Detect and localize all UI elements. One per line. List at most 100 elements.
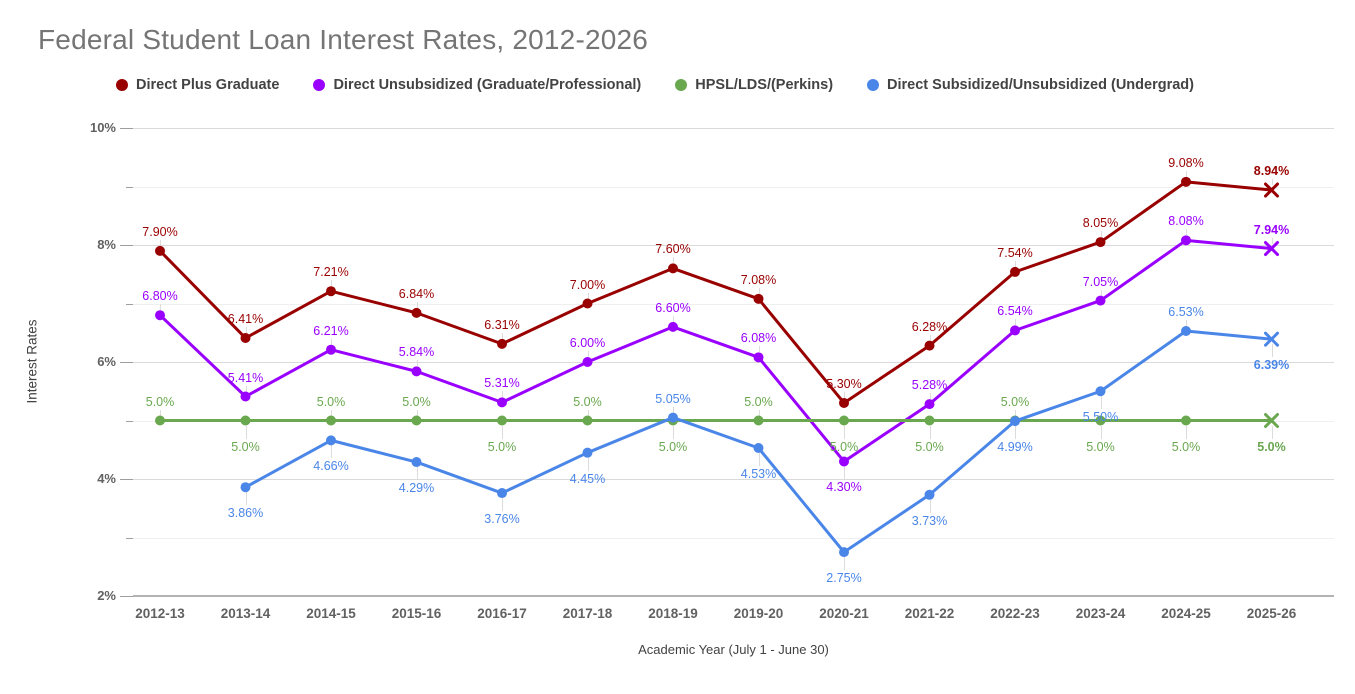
data-point-1 (1095, 295, 1106, 306)
label-stem (331, 338, 332, 345)
label-stem (245, 492, 247, 506)
data-point-3 (668, 412, 678, 423)
legend-dot-icon (867, 79, 880, 91)
x-marker-0 (1264, 182, 1279, 198)
data-label: 8.08% (1168, 214, 1204, 229)
label-stem (416, 301, 418, 308)
y-tick-label: 8% (97, 237, 116, 252)
label-stem (1100, 231, 1102, 238)
y-tick-mark (120, 479, 133, 480)
legend-dot-icon (116, 79, 129, 91)
data-point-0 (240, 333, 251, 344)
data-point-1 (497, 397, 507, 408)
series-line-0 (158, 180, 1272, 405)
label-stem (331, 409, 332, 416)
label-stem (245, 425, 247, 439)
data-label: 6.41% (227, 312, 264, 326)
label-stem (502, 425, 503, 439)
data-point-3 (924, 489, 935, 500)
data-point-2 (326, 415, 336, 426)
data-point-3 (326, 435, 336, 446)
label-stem (502, 391, 503, 398)
data-point-3 (582, 447, 593, 458)
data-label: 6.31% (484, 317, 520, 332)
x-tick-label: 2021-22 (904, 606, 955, 621)
x-marker-1 (1264, 241, 1279, 257)
label-stem (673, 406, 674, 413)
label-stem (587, 292, 589, 299)
data-point-0 (155, 245, 165, 256)
data-point-0 (326, 286, 336, 297)
label-stem (1015, 426, 1016, 440)
legend-item-2[interactable]: HPSL/LDS/(Perkins) (675, 77, 833, 93)
y-minor-tick-mark (126, 420, 133, 422)
x-tick-label: 2025-26 (1246, 606, 1297, 621)
label-stem (1271, 237, 1273, 244)
label-stem (416, 467, 418, 481)
data-label: 7.05% (1082, 274, 1119, 289)
legend-label: Direct Unsubsidized (Graduate/Profession… (333, 77, 642, 93)
data-label: 5.41% (227, 370, 264, 385)
data-point-2 (924, 415, 935, 426)
x-tick-label: 2015-16 (391, 606, 442, 621)
x-tick-label: 2020-21 (819, 606, 869, 621)
data-label: 7.21% (313, 265, 349, 280)
label-stem (844, 557, 845, 571)
legend-item-0[interactable]: Direct Plus Graduate (116, 77, 279, 93)
data-label: 7.00% (569, 277, 606, 292)
x-marker-2 (1264, 413, 1279, 428)
data-point-0 (668, 263, 678, 274)
data-label: 5.30% (826, 376, 862, 391)
data-label: 6.21% (313, 323, 349, 338)
label-stem (758, 287, 760, 294)
label-stem (160, 409, 161, 416)
y-tick-mark (120, 362, 133, 363)
label-stem (331, 445, 332, 459)
data-point-0 (1181, 176, 1191, 187)
label-stem (1100, 425, 1102, 439)
label-stem (1100, 289, 1102, 296)
y-tick-mark (120, 245, 133, 246)
data-point-1 (753, 352, 764, 363)
label-stem (844, 466, 845, 480)
label-stem (1186, 229, 1187, 236)
data-label: 5.0% (1257, 439, 1286, 454)
data-label: 4.30% (826, 480, 862, 495)
data-label: 7.90% (142, 224, 178, 239)
data-label: 7.94% (1253, 222, 1290, 237)
label-stem (929, 334, 931, 341)
data-label: 3.86% (227, 506, 264, 521)
data-label: 6.60% (655, 300, 691, 315)
data-point-2 (582, 415, 593, 426)
data-point-0 (497, 338, 507, 349)
data-point-1 (326, 344, 336, 355)
legend-label: Direct Subsidized/Unsubsidized (Undergra… (887, 77, 1194, 93)
data-label: 5.0% (316, 394, 346, 409)
legend-item-1[interactable]: Direct Unsubsidized (Graduate/Profession… (313, 77, 641, 93)
data-point-3 (1181, 325, 1191, 336)
data-label: 9.08% (1168, 155, 1204, 170)
x-tick-label: 2013-14 (220, 606, 271, 621)
data-label: 6.54% (997, 304, 1033, 319)
y-tick-label: 10% (89, 120, 116, 135)
y-tick-label: 6% (97, 354, 116, 369)
data-label: 5.0% (658, 439, 688, 454)
data-point-2 (240, 415, 251, 426)
data-point-3 (753, 442, 764, 453)
y-tick-mark (120, 128, 133, 129)
label-stem (673, 257, 674, 264)
data-point-3 (240, 482, 251, 493)
label-stem (758, 409, 760, 416)
label-stem (758, 346, 760, 353)
data-label: 5.0% (487, 439, 517, 454)
data-label: 8.94% (1253, 164, 1290, 178)
label-stem (1271, 425, 1273, 439)
label-stem (673, 425, 674, 439)
label-stem (1015, 319, 1016, 326)
data-label: 6.28% (911, 319, 948, 334)
data-label: 5.31% (484, 376, 520, 391)
legend-item-3[interactable]: Direct Subsidized/Unsubsidized (Undergra… (867, 77, 1194, 93)
label-stem (1015, 409, 1016, 416)
